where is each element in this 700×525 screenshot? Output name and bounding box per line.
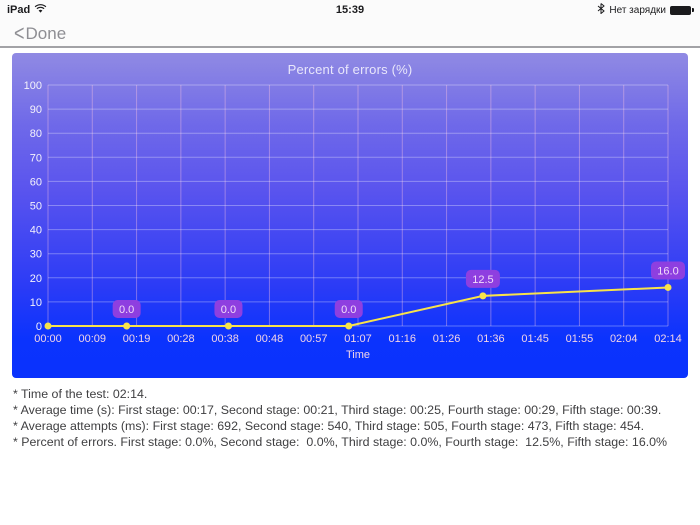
summary-line-percent-errors: * Percent of errors. First stage: 0.0%, … (13, 435, 668, 449)
errors-line (48, 286, 669, 327)
x-tick-label: 00:19 (123, 333, 151, 345)
back-chevron-icon: < (14, 20, 25, 46)
x-tick-label: 00:28 (167, 333, 195, 345)
x-tick-label: 01:26 (433, 333, 461, 345)
bluetooth-icon (597, 3, 606, 17)
value-badge (112, 300, 141, 318)
status-right: Нет зарядки (597, 3, 700, 17)
x-tick-label: 02:14 (654, 333, 682, 345)
y-tick-label: 90 (30, 104, 42, 116)
summary-line-average-time: * Average time (s): First stage: 00:17, … (13, 403, 662, 417)
x-tick-label: 01:16 (389, 333, 417, 345)
value-badge (214, 300, 243, 318)
x-tick-label: 00:38 (211, 333, 239, 345)
value-badge (465, 269, 500, 288)
y-tick-label: 20 (30, 273, 42, 285)
device-label: iPad (7, 4, 31, 16)
battery-icon (670, 5, 694, 15)
x-tick-label: 01:07 (344, 333, 372, 345)
summary-line-average-attempts: * Average attempts (ms): First stage: 69… (13, 419, 645, 433)
chart-title: Percent of errors (%) (287, 62, 413, 77)
value-badge-label: 12.5 (472, 274, 493, 286)
status-left: iPad (0, 3, 47, 17)
nav-bar: < Done (0, 20, 700, 46)
y-tick-label: 80 (30, 128, 42, 140)
errors-chart-canvas: 00:00 00:09 00:19 00:28 00:38 00:48 00:57 01:07… (24, 80, 685, 361)
y-tick-label: 100 (24, 80, 42, 92)
y-tick-label: 0 (36, 321, 42, 333)
x-tick-label: 00:09 (79, 333, 107, 345)
x-tick-label: 01:36 (477, 333, 505, 345)
value-badge (334, 300, 363, 318)
y-tick-label: 10 (30, 297, 42, 309)
done-button[interactable]: < Done (0, 20, 67, 46)
clock: 15:39 (335, 4, 365, 16)
wifi-icon (34, 3, 47, 17)
y-tick-label: 50 (30, 201, 42, 213)
data-point (664, 283, 672, 291)
x-tick-label: 01:45 (521, 333, 549, 345)
x-tick-label: 00:00 (34, 333, 62, 345)
y-tick-label: 60 (30, 176, 42, 188)
value-badge-label: 0.0 (221, 304, 236, 316)
x-axis-title: Time (346, 349, 370, 361)
value-badge-label: 16.0 (657, 265, 678, 277)
data-point (345, 322, 353, 330)
done-button-label: Done (25, 23, 67, 43)
value-badge-label: 0.0 (119, 304, 134, 316)
x-tick-label: 01:55 (566, 333, 594, 345)
nav-separator (0, 46, 700, 48)
test-summary: * Time of the test: 02:14. * Average tim… (13, 386, 679, 450)
status-bar: iPad 15:39 Нет зарядки (0, 0, 700, 20)
data-point (123, 322, 131, 330)
y-tick-label: 40 (30, 225, 42, 237)
value-badge (651, 261, 685, 280)
y-tick-label: 30 (30, 249, 42, 261)
value-badge-label: 0.0 (341, 304, 356, 316)
data-point (224, 322, 232, 330)
x-tick-label: 00:57 (300, 333, 328, 345)
errors-chart-panel: Percent of errors (%) 00:00 00:09 00:19 00:… (12, 53, 688, 378)
x-tick-label: 00:48 (256, 333, 284, 345)
x-tick-label: 02:04 (610, 333, 638, 345)
data-point (479, 292, 487, 300)
y-tick-label: 70 (30, 152, 42, 164)
data-point (44, 322, 52, 330)
battery-status-label: Нет зарядки (609, 4, 666, 16)
summary-line-test-time: * Time of the test: 02:14. (13, 387, 148, 401)
